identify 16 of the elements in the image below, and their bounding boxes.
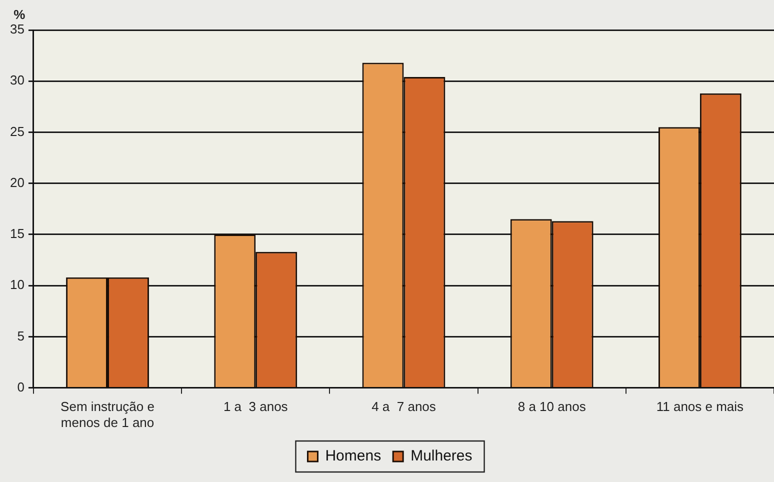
y-tick-label: 10 [10,277,24,292]
y-tick-label: 35 [10,22,24,37]
x-tick-label: Sem instrução e menos de 1 ano [60,399,154,430]
y-tick-label: 20 [10,174,24,190]
y-tick-label: 5 [17,328,24,344]
y-tick-label: 25 [10,124,24,139]
x-tick-label: 11 anos e mais [656,399,744,414]
y-tick-label: 0 [17,379,24,394]
x-tick-label: 1 a 3 anos [223,399,288,414]
y-axis-title: % [14,7,26,22]
legend-label: Mulheres [410,448,472,465]
x-tick-label: 8 a 10 anos [518,399,586,414]
legend-label: Homens [325,448,382,465]
x-tick-label: 4 a 7 anos [372,399,436,414]
y-tick-label: 15 [10,226,24,242]
y-tick-label: 30 [10,72,24,88]
